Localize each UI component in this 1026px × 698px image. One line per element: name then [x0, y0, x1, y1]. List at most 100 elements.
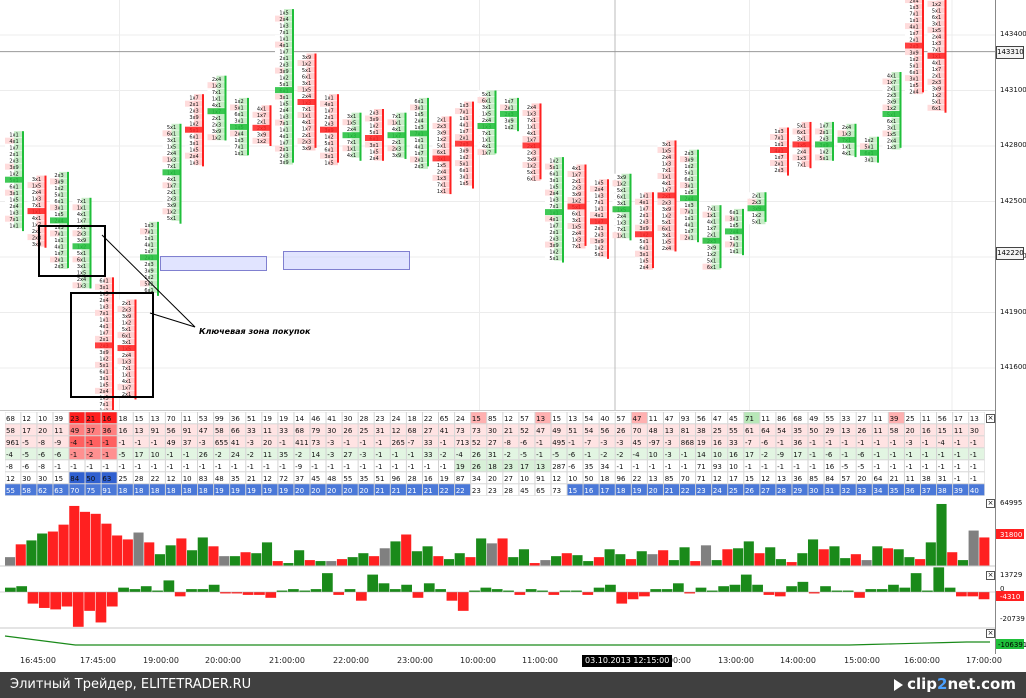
- footprint-cell-text: 2x3: [549, 236, 558, 242]
- footprint-cell-text: 1x2: [257, 139, 266, 145]
- stats-cell-text: 40: [970, 487, 979, 495]
- footprint-cell-text: 7x1: [572, 244, 581, 250]
- footprint-max-cell: [342, 132, 361, 139]
- footprint-cell: [891, 137, 901, 143]
- footprint-body: [179, 123, 182, 224]
- footprint-cell-text: 2x1: [774, 161, 783, 167]
- footprint-cell: [81, 275, 91, 282]
- close-icon[interactable]: ×: [986, 499, 995, 508]
- footprint-cell: [230, 104, 239, 111]
- clip2net-logo[interactable]: clip2net.com: [894, 675, 1016, 693]
- close-icon[interactable]: ×: [986, 414, 995, 423]
- footprint-cell-text: 3x9: [549, 243, 558, 249]
- stats-cell-text: -1: [279, 439, 286, 447]
- footprint-cell: [801, 154, 811, 161]
- stats-cell: [920, 459, 937, 472]
- footprint-cell: [50, 210, 59, 217]
- footprint-cell: [734, 221, 743, 228]
- footprint-cell: [126, 377, 136, 384]
- footprint-cell: [410, 162, 419, 169]
- stats-cell: [5, 423, 21, 436]
- stats-cell: [422, 423, 439, 436]
- stats-cell-text: -1: [263, 463, 270, 471]
- stats-cell: [486, 447, 503, 460]
- footprint-cell: [252, 137, 262, 144]
- stats-cell-text: -5: [552, 451, 559, 459]
- stats-cell: [518, 423, 535, 436]
- stats-cell: [631, 412, 648, 424]
- footprint-cell: [104, 355, 113, 362]
- stats-cell: [534, 412, 551, 424]
- footprint-body: [269, 105, 272, 146]
- volume-bar: [904, 557, 915, 566]
- footprint-cell: [567, 184, 577, 190]
- footprint-cell: [644, 257, 653, 264]
- stats-cell: [133, 423, 150, 436]
- stats-cell-text: 27: [488, 439, 497, 447]
- footprint-cell: [162, 182, 172, 189]
- footprint-cell-text: 3x9: [279, 69, 288, 75]
- footprint-cell-text: 1x2: [324, 135, 333, 141]
- footprint-cell: [261, 118, 271, 125]
- footprint-cell-text: 2x3: [9, 159, 18, 165]
- stats-cell-text: 21: [504, 427, 513, 435]
- footprint-cell: [612, 193, 622, 200]
- stats-cell-text: -1: [970, 475, 977, 483]
- stats-cell-text: 35: [793, 427, 802, 435]
- stats-cell: [808, 423, 825, 436]
- footprint-cell: [905, 68, 914, 75]
- close-icon[interactable]: ×: [986, 629, 995, 638]
- volume-bar: [411, 551, 422, 566]
- delta-bar: [842, 590, 854, 592]
- stats-cell-text: 13: [536, 463, 545, 471]
- footprint-cell: [284, 35, 293, 42]
- footprint-bar: 3x91x25x16x13x11x52x41x37x11x14x11x72x12…: [297, 53, 317, 152]
- stats-cell: [149, 483, 166, 496]
- stats-cell: [743, 447, 760, 460]
- footprint-cell: [297, 112, 307, 118]
- stats-cell: [261, 471, 278, 484]
- footprint-cell: [387, 119, 397, 126]
- stats-cell-text: 27: [504, 475, 513, 483]
- footprint-cell-text: 2x3: [414, 164, 423, 170]
- delta-bar: [72, 592, 84, 627]
- stats-cell: [599, 483, 616, 496]
- footprint-cell-text: 5x1: [639, 239, 648, 245]
- stats-cell: [599, 459, 616, 472]
- footprint-cell: [621, 173, 631, 180]
- footprint-cell-text: 2x4: [909, 89, 918, 95]
- footprint-cell: [770, 166, 779, 173]
- stats-cell: [245, 459, 262, 472]
- stats-cell: [342, 447, 359, 460]
- footprint-max-cell: [477, 123, 496, 129]
- footprint-cell-text: 3x9: [279, 160, 288, 166]
- stats-cell-text: -1: [118, 463, 125, 471]
- footprint-cell: [126, 390, 136, 397]
- stats-cell: [5, 471, 21, 484]
- footprint-cell-text: 1x3: [684, 203, 693, 209]
- close-icon[interactable]: ×: [986, 571, 995, 580]
- footprint-cell: [72, 262, 82, 269]
- footprint-cell-text: 2x4: [572, 231, 581, 237]
- stats-cell-text: 28: [408, 475, 417, 483]
- footprint-max-cell: [545, 209, 563, 216]
- footprint-bar: 5x16x13x11x52x41x37x11x14x11x7: [477, 90, 497, 156]
- footprint-max-cell: [72, 243, 91, 250]
- footprint-cell: [477, 149, 487, 155]
- stats-cell-text: 15: [472, 415, 481, 423]
- volume-bar: [700, 545, 712, 566]
- footprint-cell: [185, 100, 194, 107]
- stats-cell: [936, 435, 953, 448]
- footprint-cell: [891, 78, 901, 85]
- footprint-cell-text: 1x3: [414, 125, 423, 131]
- footprint-cell-text: 2x4: [932, 35, 941, 41]
- stats-cell-text: 36: [793, 475, 802, 483]
- footprint-cell: [702, 205, 712, 212]
- stats-cell-text: 18: [167, 487, 176, 495]
- footprint-cell: [297, 105, 307, 112]
- stats-cell-text: 49: [809, 415, 818, 423]
- footprint-cell-text: 1x5: [437, 163, 446, 169]
- stats-cell: [888, 412, 905, 424]
